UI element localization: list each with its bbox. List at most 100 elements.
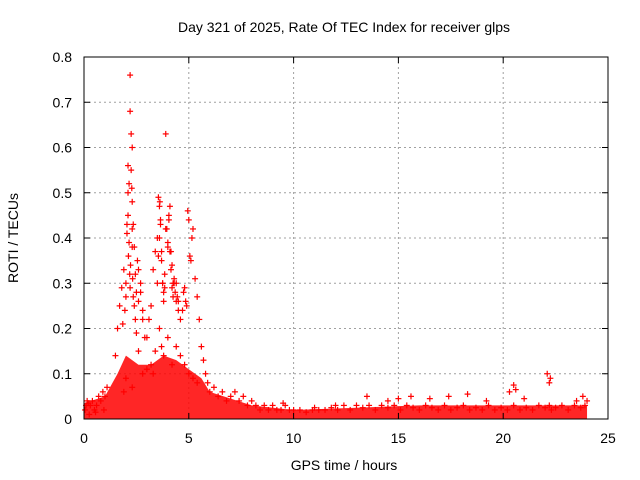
data-point [120, 266, 127, 273]
data-point [129, 144, 136, 151]
data-point [148, 302, 155, 309]
data-point [397, 406, 404, 413]
data-point [391, 402, 398, 409]
data-point [177, 352, 184, 359]
data-point [82, 406, 89, 413]
data-point [581, 402, 588, 409]
data-point [192, 275, 199, 282]
data-point [127, 108, 134, 115]
data-point [104, 384, 111, 391]
data-point [129, 198, 136, 205]
data-point [435, 406, 442, 413]
data-point [162, 130, 169, 137]
data-point [160, 298, 167, 305]
data-point [177, 316, 184, 323]
data-point [114, 325, 121, 332]
data-point [506, 388, 513, 395]
data-point [169, 361, 176, 368]
data-point [179, 307, 186, 314]
data-point [129, 244, 136, 251]
data-point [384, 404, 391, 411]
x-tick-label: 5 [185, 430, 193, 446]
data-point [252, 402, 259, 409]
data-point [577, 404, 584, 411]
data-point [322, 406, 329, 413]
data-point [472, 404, 479, 411]
y-tick-label: 0.5 [53, 185, 73, 201]
data-point [162, 225, 169, 232]
data-point [403, 402, 410, 409]
data-point [164, 239, 171, 246]
data-point [155, 194, 162, 201]
data-point [410, 404, 417, 411]
data-point [139, 370, 146, 377]
data-point [129, 384, 136, 391]
data-point [498, 404, 505, 411]
data-point [204, 379, 211, 386]
data-point [516, 406, 523, 413]
y-tick-label: 0.4 [53, 230, 73, 246]
data-point [143, 334, 150, 341]
data-point [135, 348, 142, 355]
data-point [152, 248, 159, 255]
data-point [165, 216, 172, 223]
data-point [161, 284, 168, 291]
data-point [202, 370, 209, 377]
data-point [311, 404, 318, 411]
data-point [181, 284, 188, 291]
data-point [196, 316, 203, 323]
data-point [521, 395, 528, 402]
data-point [265, 406, 272, 413]
y-tick-label: 0 [64, 411, 72, 427]
data-point [257, 406, 264, 413]
data-point [125, 189, 132, 196]
data-point [407, 393, 414, 400]
data-point [127, 262, 134, 269]
data-point [546, 379, 553, 386]
data-point [135, 266, 142, 273]
data-point [152, 348, 159, 355]
data-point [269, 402, 276, 409]
data-point [278, 406, 285, 413]
data-point [116, 302, 123, 309]
data-point [189, 225, 196, 232]
y-tick-label: 0.8 [53, 49, 73, 65]
axis-ticks [83, 56, 609, 420]
data-point [166, 248, 173, 255]
data-point [248, 397, 255, 404]
data-point [128, 185, 135, 192]
data-point [87, 402, 94, 409]
data-point [127, 284, 134, 291]
data-point [236, 397, 243, 404]
data-point [280, 400, 287, 407]
data-point [185, 370, 192, 377]
data-point [158, 343, 165, 350]
data-point [483, 397, 490, 404]
data-point [137, 280, 144, 287]
data-point [132, 271, 139, 278]
data-point [547, 375, 554, 382]
data-point [132, 316, 139, 323]
x-tick-label: 20 [495, 430, 511, 446]
data-point [171, 275, 178, 282]
data-point [127, 72, 134, 79]
data-point [219, 388, 226, 395]
data-point [166, 203, 173, 210]
y-axis-title: ROTI / TECUs [5, 193, 21, 283]
data-point [372, 406, 379, 413]
data-point [523, 404, 530, 411]
data-point [156, 235, 163, 241]
data-point [194, 293, 201, 300]
data-point [464, 391, 471, 398]
data-point [328, 404, 335, 411]
data-point [441, 402, 448, 409]
data-point [181, 361, 188, 368]
data-point [244, 402, 251, 409]
data-point [131, 302, 138, 309]
data-point [186, 253, 193, 260]
data-point [121, 307, 128, 314]
data-point [129, 225, 136, 232]
data-point [296, 406, 303, 413]
data-point [139, 307, 146, 314]
data-point [215, 393, 222, 400]
